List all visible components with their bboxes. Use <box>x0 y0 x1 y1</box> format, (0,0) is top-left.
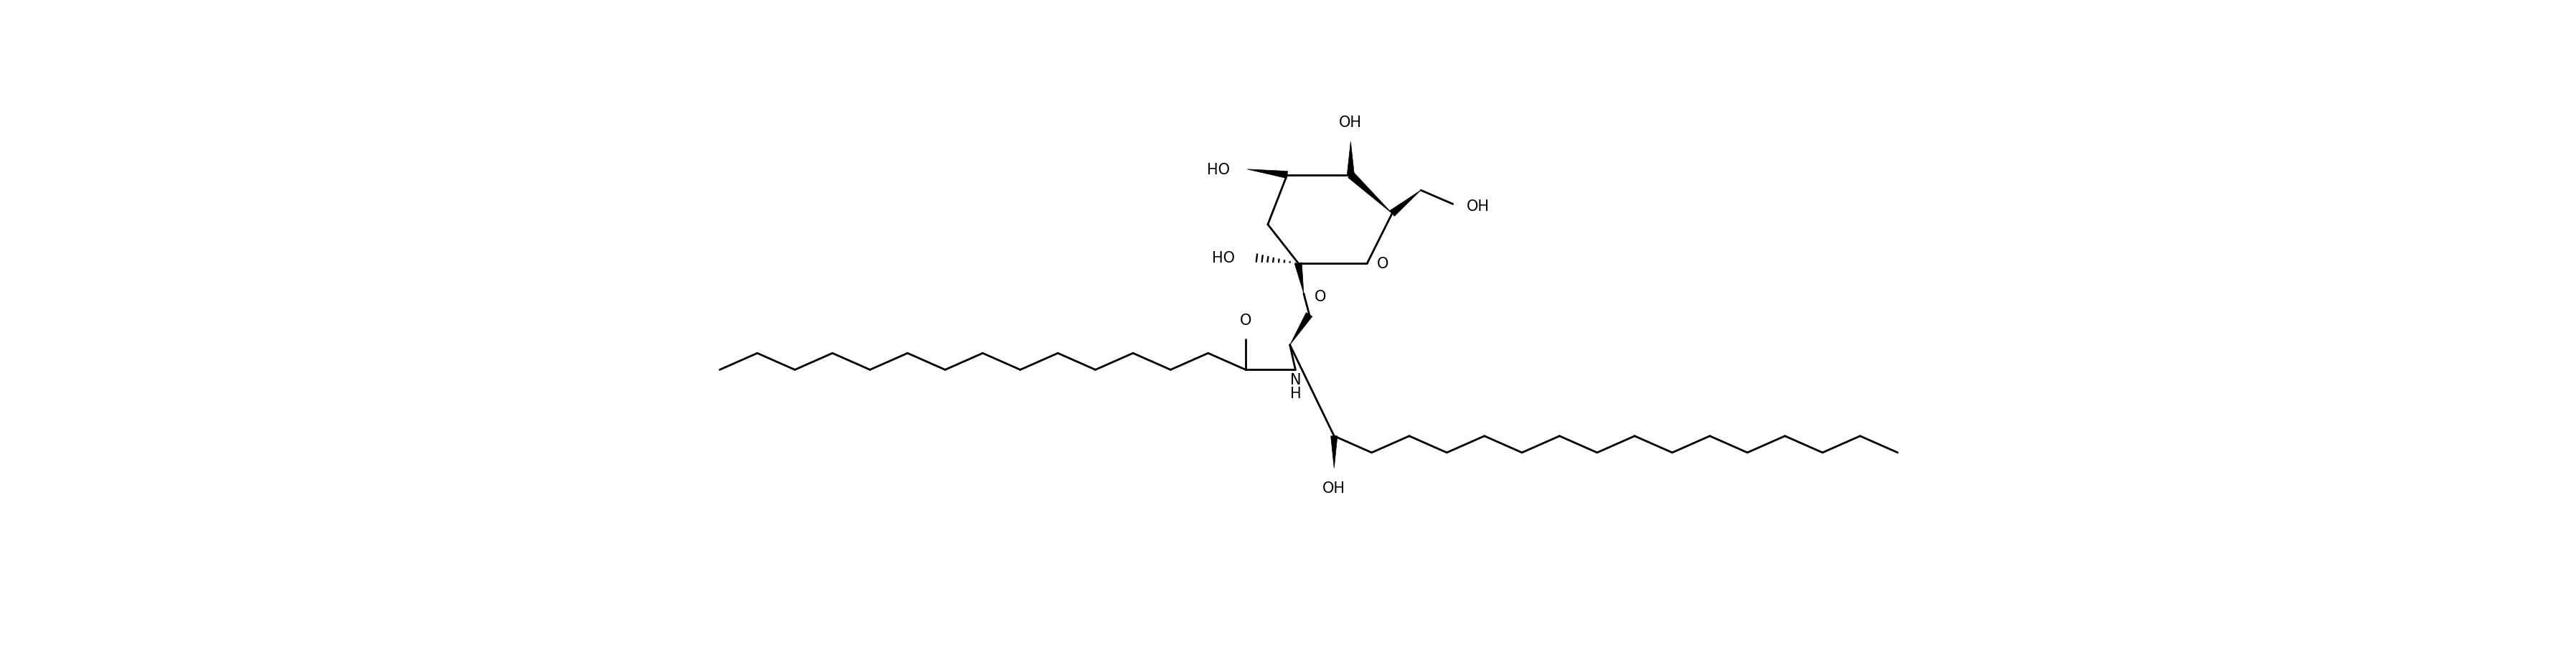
Polygon shape <box>1347 142 1355 176</box>
Text: O: O <box>1314 289 1327 304</box>
Polygon shape <box>1347 172 1391 214</box>
Text: O: O <box>1376 257 1388 271</box>
Polygon shape <box>1388 191 1419 217</box>
Text: OH: OH <box>1321 481 1345 495</box>
Text: HO: HO <box>1206 162 1229 177</box>
Text: N: N <box>1291 373 1301 387</box>
Text: OH: OH <box>1340 115 1363 130</box>
Polygon shape <box>1247 170 1288 179</box>
Text: O: O <box>1239 313 1252 328</box>
Polygon shape <box>1293 263 1303 294</box>
Polygon shape <box>1291 313 1311 345</box>
Polygon shape <box>1329 436 1337 468</box>
Text: H: H <box>1291 386 1301 400</box>
Text: OH: OH <box>1466 199 1489 213</box>
Text: HO: HO <box>1211 251 1234 265</box>
